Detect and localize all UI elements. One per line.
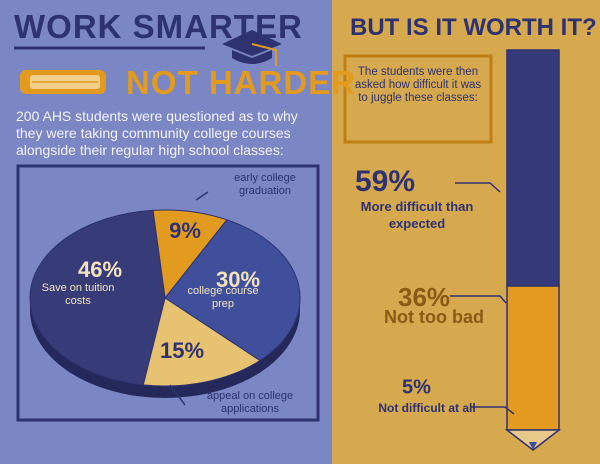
pie-slice	[142, 297, 261, 387]
leader-line	[450, 295, 507, 304]
graduation-cap-icon	[222, 30, 282, 66]
subtitle: NOT HARDER	[126, 64, 356, 101]
pencil-segment	[506, 285, 560, 431]
stat-label: Not too bad	[384, 307, 484, 327]
right-title: BUT IS IT WORTH IT?	[350, 14, 597, 41]
pencil-tip	[504, 429, 562, 451]
pie-chart: 9% 30% 15% 46%	[29, 191, 301, 406]
category-label: Save on tuition costs	[41, 282, 115, 307]
stat-value: 59%	[355, 165, 415, 198]
leader-line	[195, 191, 209, 201]
pencil-chart: 59% 36% 5%	[355, 49, 562, 451]
stat-value: 36%	[398, 282, 450, 312]
leader-line	[455, 182, 501, 193]
value-label: 15%	[160, 338, 204, 363]
leader-line	[169, 384, 186, 406]
pencil-segment	[506, 49, 560, 287]
pie-slice	[29, 209, 166, 386]
leader-line	[470, 406, 515, 415]
book-icon	[20, 70, 106, 94]
pie-frame	[16, 164, 320, 422]
title: WORK SMARTER	[14, 8, 303, 45]
value-label: 9%	[169, 218, 201, 243]
stat-label: Not difficult at all	[378, 401, 476, 415]
intro-text: 200 AHS students were questioned as to w…	[16, 108, 298, 158]
question-box	[343, 54, 493, 144]
category-label: appeal on college applications	[206, 390, 294, 415]
stat-label: More difficult than expected	[360, 199, 474, 231]
category-label: college course prep	[187, 285, 259, 310]
question-text: The students were then asked how difficu…	[354, 66, 482, 104]
value-label: 30%	[216, 267, 260, 292]
stat-value: 5%	[402, 376, 431, 398]
category-label: early college graduation	[234, 172, 296, 197]
pencil-lead	[529, 442, 537, 450]
pie-slice	[164, 219, 301, 362]
value-label: 46%	[78, 257, 122, 282]
